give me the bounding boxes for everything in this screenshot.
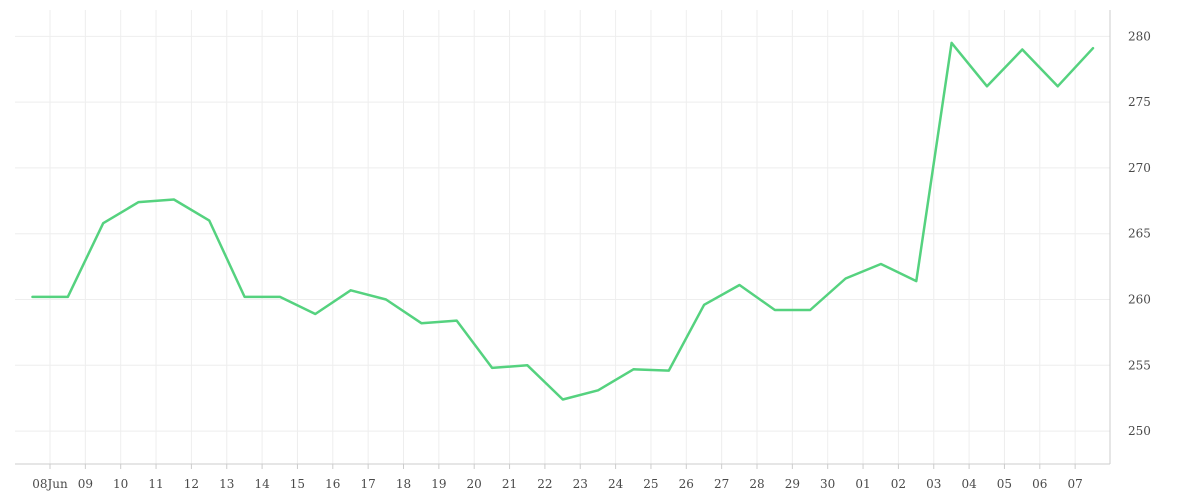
x-tick-label: 05 [997, 477, 1012, 491]
x-tick-label: 08Jun [32, 477, 68, 491]
x-tick-label: 07 [1068, 477, 1083, 491]
x-tick-label: 25 [643, 477, 658, 491]
y-tick-label: 270 [1128, 161, 1151, 175]
series-line [31, 41, 1095, 401]
x-tick-label: 29 [785, 477, 800, 491]
y-tick-label: 280 [1128, 29, 1151, 43]
y-tick-label: 275 [1128, 95, 1151, 109]
x-tick-label: 04 [961, 477, 977, 491]
x-tick-label: 23 [573, 477, 588, 491]
tick-label-layer: 250 255 260 265 270 275 280 08Jun 09 10 11 12 13 14 15… [32, 29, 1151, 491]
grid-layer [15, 10, 1110, 464]
y-tick-label: 265 [1128, 227, 1151, 241]
x-tick-label: 17 [361, 477, 376, 491]
x-tick-label: 27 [714, 477, 729, 491]
x-tick-label: 12 [184, 477, 199, 491]
x-tick-label: 26 [679, 477, 694, 491]
x-tick-label: 11 [148, 477, 163, 491]
x-tick-label: 10 [113, 477, 128, 491]
x-tick-label: 01 [855, 477, 870, 491]
y-tick-label: 250 [1128, 424, 1151, 438]
x-tick-label: 15 [290, 477, 305, 491]
x-tick-label: 16 [325, 477, 340, 491]
x-tick-label: 06 [1032, 477, 1047, 491]
x-tick-label: 03 [926, 477, 941, 491]
x-tick-label: 24 [608, 477, 624, 491]
y-tick-label: 260 [1128, 293, 1151, 307]
x-tick-label: 28 [749, 477, 764, 491]
x-tick-label: 18 [396, 477, 411, 491]
x-tick-label: 30 [820, 477, 835, 491]
x-tick-label: 22 [537, 477, 552, 491]
x-tick-label: 09 [78, 477, 93, 491]
x-tick-label: 13 [219, 477, 234, 491]
x-tick-label: 19 [431, 477, 446, 491]
x-tick-label: 02 [891, 477, 906, 491]
axis-layer [15, 10, 1111, 469]
series-layer [31, 41, 1095, 401]
x-tick-label: 14 [254, 477, 270, 491]
x-tick-label: 21 [502, 477, 517, 491]
x-tick-label: 20 [467, 477, 482, 491]
y-tick-label: 255 [1128, 358, 1151, 372]
